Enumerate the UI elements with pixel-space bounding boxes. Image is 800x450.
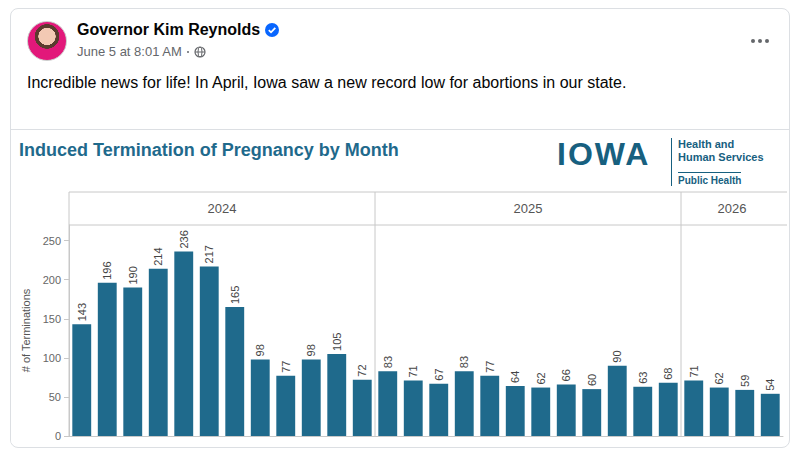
svg-text:98: 98 [254, 344, 266, 356]
svg-text:90: 90 [611, 350, 623, 362]
html-text:Incredible news for life! In A: Incredible news for life! In April, Iowa… [27, 74, 627, 91]
svg-text:217: 217 [203, 245, 215, 263]
svg-text:59: 59 [739, 375, 751, 387]
svg-text:98: 98 [305, 344, 317, 356]
html-text:June 5 at 8:01 AM: June 5 at 8:01 AM [77, 44, 182, 59]
svg-text:77: 77 [484, 361, 496, 373]
svg-text:77: 77 [280, 361, 292, 373]
svg-text:190: 190 [127, 266, 139, 284]
html-text:Induced Termination of Pregnan: Induced Termination of Pregnancy by Mont… [19, 140, 399, 160]
svg-text:236: 236 [178, 230, 190, 248]
html-text:Health and Human Services: Health and Human Services [678, 138, 764, 163]
svg-text:100: 100 [43, 352, 61, 364]
svg-text:83: 83 [382, 356, 394, 368]
svg-text:50: 50 [49, 391, 61, 403]
html-text:Public Health: Public Health [678, 175, 742, 186]
html-text:Governor Kim Reynolds: Governor Kim Reynolds [77, 21, 261, 38]
svg-text:2026: 2026 [718, 201, 747, 216]
html-text:IOWA: IOWA [557, 136, 651, 172]
svg-text:64: 64 [509, 371, 521, 383]
svg-text:196: 196 [101, 261, 113, 279]
svg-text:# of Terminations: # of Terminations [20, 288, 32, 372]
svg-text:0: 0 [55, 430, 61, 442]
svg-text:60: 60 [586, 374, 598, 386]
svg-text:71: 71 [407, 365, 419, 377]
svg-text:150: 150 [43, 313, 61, 325]
svg-text:63: 63 [637, 372, 649, 384]
svg-text:214: 214 [152, 247, 164, 265]
svg-text:200: 200 [43, 274, 61, 286]
svg-text:62: 62 [535, 372, 547, 384]
svg-text:54: 54 [764, 379, 776, 391]
svg-text:2024: 2024 [208, 201, 237, 216]
svg-text:250: 250 [43, 235, 61, 247]
svg-text:67: 67 [433, 368, 445, 380]
svg-text:62: 62 [713, 372, 725, 384]
svg-text:2025: 2025 [514, 201, 543, 216]
svg-text:105: 105 [331, 333, 343, 351]
svg-text:68: 68 [662, 368, 674, 380]
svg-text:143: 143 [76, 303, 88, 321]
svg-text:72: 72 [356, 364, 368, 376]
svg-text:71: 71 [688, 365, 700, 377]
svg-text:66: 66 [560, 369, 572, 381]
svg-text:83: 83 [458, 356, 470, 368]
svg-text:165: 165 [229, 286, 241, 304]
